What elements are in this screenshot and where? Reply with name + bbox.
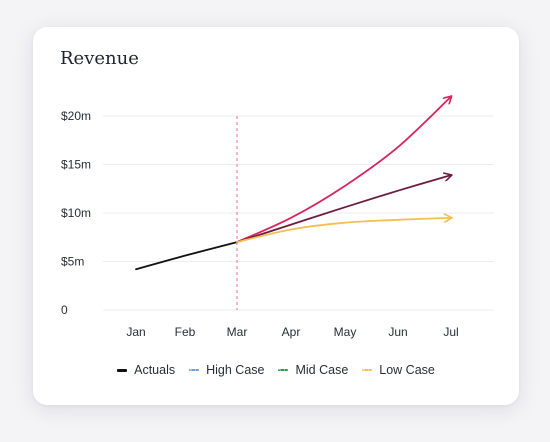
y-axis-ticks: 0 $5m $10m $15m $20m [61, 109, 91, 317]
legend-swatch [362, 369, 373, 371]
legend-swatch [117, 368, 128, 372]
revenue-chart-card: Revenue 0 $5m $10m $15m $20m Jan Feb Mar Apr May… [33, 27, 519, 405]
x-tick-label: Jan [126, 325, 145, 339]
x-tick-label: Jun [388, 325, 407, 339]
series-line-actuals [135, 241, 238, 271]
legend-item-high-case: High Case [189, 363, 264, 377]
series-lines [135, 97, 451, 271]
x-tick-label: Jul [443, 325, 458, 339]
legend-item-actuals: Actuals [117, 363, 175, 377]
legend-label: Mid Case [295, 363, 349, 377]
legend-swatch [278, 369, 289, 371]
legend-item-low-case: Low Case [362, 363, 435, 377]
y-tick-label: $5m [61, 255, 84, 269]
series-line-high-case [236, 97, 451, 243]
x-tick-label: Feb [175, 325, 196, 339]
x-axis-ticks: Jan Feb Mar Apr May Jun Jul [126, 325, 458, 339]
chart-legend: Actuals High Case Mid Case Low Case [33, 363, 519, 377]
y-tick-label: $15m [61, 158, 91, 172]
legend-item-mid-case: Mid Case [278, 363, 348, 377]
x-tick-label: May [334, 325, 357, 339]
legend-swatch [189, 369, 200, 371]
y-tick-label: 0 [61, 303, 68, 317]
series-line-low-case [236, 218, 451, 243]
revenue-line-chart: 0 $5m $10m $15m $20m Jan Feb Mar Apr May Jun Jul [61, 27, 494, 339]
legend-label: High Case [206, 363, 265, 377]
x-tick-label: Apr [282, 325, 301, 339]
x-tick-label: Mar [227, 325, 248, 339]
y-tick-label: $10m [61, 206, 91, 220]
legend-label: Actuals [134, 363, 176, 377]
y-tick-label: $20m [61, 109, 91, 123]
series-line-mid-case [236, 175, 451, 243]
chart-title: Revenue [60, 48, 139, 69]
legend-label: Low Case [379, 363, 435, 377]
